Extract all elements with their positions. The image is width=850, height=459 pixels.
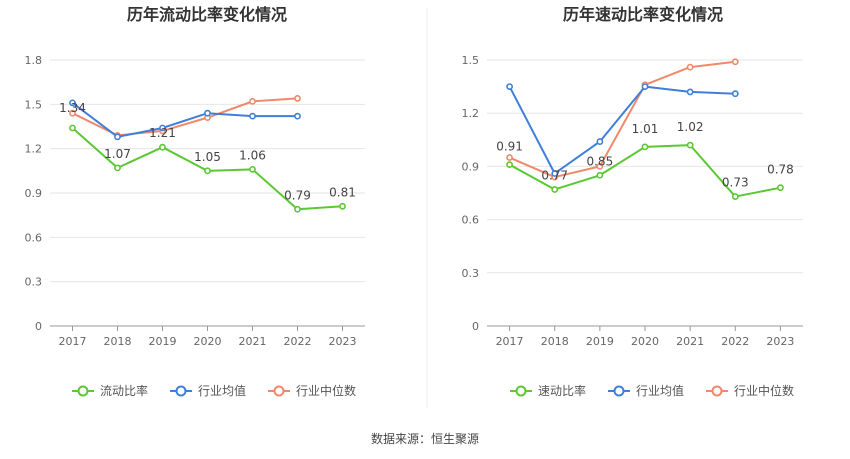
legend-swatch-marker-industry_avg bbox=[613, 385, 625, 397]
data-point-industry_avg bbox=[294, 112, 301, 120]
data-label: 1.02 bbox=[677, 120, 704, 134]
legend-label-company: 流动比率 bbox=[100, 383, 148, 398]
data-label: 1.34 bbox=[59, 101, 86, 115]
data-label: 1.21 bbox=[149, 126, 176, 140]
data-label: 0.91 bbox=[496, 140, 523, 154]
data-point-industry_median bbox=[596, 162, 604, 170]
data-point-industry_median bbox=[249, 97, 256, 105]
data-point-company bbox=[686, 141, 694, 149]
x-tick-label: 2021 bbox=[239, 335, 267, 348]
data-label: 0.85 bbox=[586, 154, 613, 168]
x-tick-label: 2023 bbox=[766, 335, 794, 348]
data-point-company bbox=[596, 171, 604, 179]
data-point-company bbox=[204, 167, 211, 175]
legend-swatch-marker-industry_avg bbox=[175, 385, 187, 397]
data-point-industry_median bbox=[686, 63, 694, 71]
legend-swatch-marker-company bbox=[515, 385, 527, 397]
data-point-industry_avg bbox=[686, 88, 694, 96]
data-point-industry_median bbox=[506, 154, 513, 161]
data-label: 0.77 bbox=[541, 168, 568, 182]
x-tick-label: 2022 bbox=[721, 335, 749, 348]
data-point-industry_median bbox=[294, 95, 301, 102]
legend-label-industry_median: 行业中位数 bbox=[296, 383, 356, 398]
data-point-industry_avg bbox=[159, 124, 166, 132]
y-tick-label: 0.3 bbox=[25, 276, 43, 289]
data-label: 0.73 bbox=[722, 176, 749, 190]
x-tick-label: 2022 bbox=[284, 335, 312, 348]
data-label: 1.05 bbox=[194, 150, 221, 164]
y-tick-label: 0 bbox=[472, 320, 479, 333]
data-point-company bbox=[114, 164, 121, 172]
data-label: 1.01 bbox=[632, 122, 659, 136]
legend-label-industry_avg: 行业均值 bbox=[198, 383, 246, 398]
x-tick-label: 2017 bbox=[496, 335, 524, 348]
data-point-company bbox=[641, 143, 649, 151]
data-point-industry_median bbox=[69, 109, 76, 117]
legend-label-industry_avg: 行业均值 bbox=[636, 383, 684, 398]
x-tick-label: 2017 bbox=[59, 335, 87, 348]
series-line-industry_avg bbox=[71, 102, 298, 138]
data-point-company bbox=[731, 193, 739, 200]
y-tick-label: 1.8 bbox=[25, 54, 43, 67]
series-line-industry_median bbox=[509, 60, 736, 179]
x-tick-label: 2018 bbox=[541, 335, 569, 348]
data-point-company bbox=[249, 165, 256, 173]
data-point-industry_median bbox=[731, 58, 739, 66]
data-point-company bbox=[339, 202, 346, 210]
data-label: 0.79 bbox=[284, 188, 311, 202]
data-point-company bbox=[506, 161, 513, 169]
y-tick-label: 1.5 bbox=[25, 98, 43, 111]
x-tick-label: 2020 bbox=[194, 335, 222, 348]
x-tick-label: 2018 bbox=[104, 335, 132, 348]
data-point-industry_avg bbox=[731, 90, 739, 98]
x-tick-label: 2023 bbox=[329, 335, 357, 348]
x-tick-label: 2019 bbox=[586, 335, 614, 348]
chart-title: 历年速动比率变化情况 bbox=[563, 5, 723, 24]
data-point-company bbox=[159, 143, 166, 151]
y-tick-label: 0.9 bbox=[462, 160, 480, 173]
x-tick-label: 2021 bbox=[676, 335, 704, 348]
data-point-company bbox=[294, 205, 301, 213]
y-tick-label: 1.2 bbox=[25, 143, 43, 156]
legend-swatch-marker-industry_median bbox=[273, 385, 285, 397]
y-tick-label: 1.2 bbox=[462, 107, 480, 120]
data-point-company bbox=[551, 186, 559, 193]
x-tick-label: 2020 bbox=[631, 335, 659, 348]
data-point-industry_avg bbox=[69, 99, 76, 107]
data-label: 1.06 bbox=[239, 148, 266, 162]
y-tick-label: 0 bbox=[35, 320, 42, 333]
data-point-company bbox=[69, 124, 76, 132]
data-label: 0.81 bbox=[329, 185, 356, 199]
data-label: 0.78 bbox=[767, 163, 794, 177]
data-label: 1.07 bbox=[104, 147, 131, 161]
data-point-industry_avg bbox=[249, 112, 256, 120]
chart-title: 历年流动比率变化情况 bbox=[127, 5, 287, 24]
data-point-industry_avg bbox=[641, 83, 649, 90]
legend-swatch-marker-industry_median bbox=[711, 385, 723, 397]
y-tick-label: 0.3 bbox=[462, 267, 480, 280]
series-line-industry_avg bbox=[508, 85, 736, 175]
y-tick-label: 0.6 bbox=[462, 214, 480, 227]
y-tick-label: 0.6 bbox=[25, 231, 43, 244]
y-tick-label: 1.5 bbox=[462, 54, 480, 67]
data-point-industry_avg bbox=[551, 170, 559, 177]
x-tick-label: 2019 bbox=[149, 335, 177, 348]
legend-swatch-marker-company bbox=[77, 385, 89, 397]
data-point-industry_avg bbox=[596, 138, 604, 145]
y-tick-label: 0.9 bbox=[25, 187, 43, 200]
data-point-company bbox=[777, 184, 784, 192]
data-source-note: 数据来源：恒生聚源 bbox=[371, 431, 479, 446]
data-point-industry_avg bbox=[204, 109, 211, 117]
legend-label-industry_median: 行业中位数 bbox=[734, 383, 794, 398]
legend-label-company: 速动比率 bbox=[538, 383, 586, 398]
data-point-industry_avg bbox=[114, 133, 121, 141]
data-point-industry_avg bbox=[506, 83, 513, 90]
